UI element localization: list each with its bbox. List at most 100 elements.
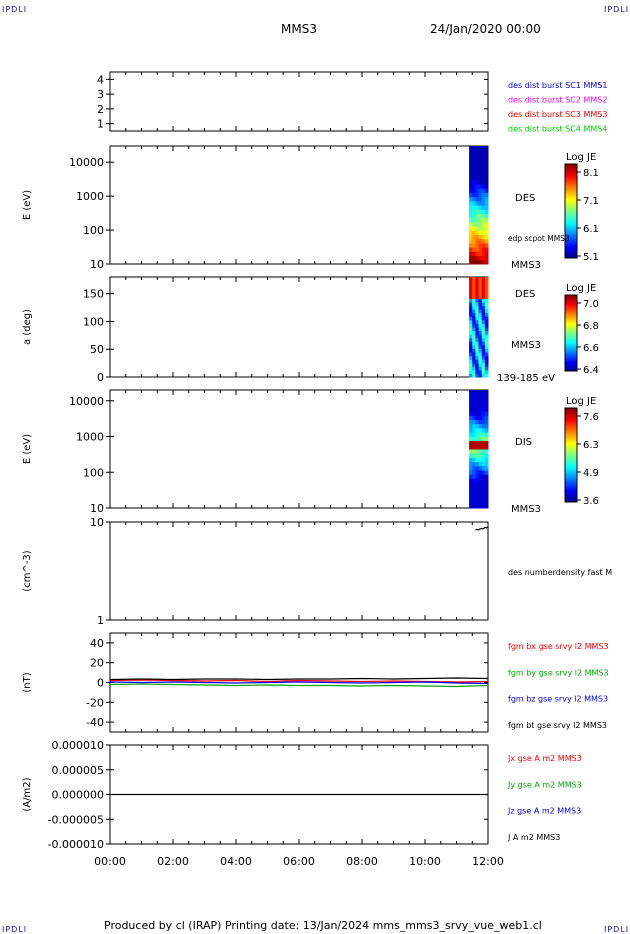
heatmap-cell (481, 415, 486, 420)
heatmap-cell (475, 461, 480, 467)
heatmap-cell (475, 411, 480, 416)
heatmap-cell (481, 242, 486, 248)
heatmap-cell (475, 305, 480, 310)
heatmap-cell (478, 427, 483, 433)
heatmap-cell (478, 344, 483, 349)
heatmap-cell (484, 341, 489, 346)
heatmap-cell (475, 478, 480, 484)
heatmap-cell (472, 167, 476, 172)
heatmap-cell (469, 436, 473, 442)
heatmap-cell (484, 366, 489, 371)
heatmap-cell (469, 341, 473, 346)
colorbar-tick-label: 7.0 (583, 299, 599, 310)
heatmap-cell (484, 242, 489, 248)
axis-frame (109, 521, 489, 621)
heatmap-cell (475, 323, 480, 328)
heatmap-cell (469, 238, 473, 244)
heatmap-cell (484, 294, 489, 299)
heatmap-cell (481, 150, 486, 155)
heatmap-cell (475, 503, 480, 509)
heatmap-cell (469, 359, 473, 364)
colorbar (564, 163, 578, 259)
heatmap-cell (484, 402, 489, 408)
colorbar-tick-label: 6.6 (583, 343, 599, 354)
heatmap-cell (472, 427, 476, 433)
heatmap-cell (484, 309, 489, 314)
heatmap-cell (472, 146, 476, 151)
heatmap-cell (478, 302, 483, 307)
plot-area: 1 2 3 4 des dist burst SC1 MMS1 des dist burs… (22, 71, 612, 868)
corner-mark-top-left: IPDLI (2, 5, 28, 14)
heatmap-cell (475, 280, 480, 285)
heatmap-cell (478, 355, 483, 360)
series-line (109, 683, 489, 688)
heatmap-cell (484, 359, 489, 364)
heatmap-cell (484, 406, 489, 412)
x-tick-label: 00:00 (94, 855, 126, 868)
y-tick-label: 50 (90, 343, 104, 356)
figure-title: MMS3 (281, 22, 317, 36)
heatmap-cell (484, 221, 489, 227)
heatmap-cell (469, 423, 473, 429)
heatmap-cell (472, 411, 476, 416)
heatmap-cell (475, 491, 480, 496)
heatmap-cell (481, 259, 486, 265)
series-line (109, 677, 489, 681)
heatmap-cell (484, 337, 489, 342)
heatmap-cell (475, 359, 480, 364)
panel-magnetic-field: -40 -20 0 20 40 (nT) fgm bx gse srvy l2 MMS3 fg… (22, 632, 609, 733)
y-tick-label: 10000 (69, 395, 104, 408)
heatmap-cell (478, 341, 483, 346)
y-tick-label: 100 (83, 466, 104, 479)
heatmap-cell (481, 200, 486, 206)
heatmap-cell (481, 251, 486, 257)
heatmap-cell (484, 217, 489, 223)
heatmap-cell (472, 344, 476, 349)
heatmap-cell (472, 362, 476, 367)
heatmap-cell (469, 390, 473, 395)
axis-frame (109, 276, 489, 378)
heatmap-cell (475, 309, 480, 314)
heatmap-cell (475, 162, 480, 168)
heatmap-cell (469, 453, 473, 458)
heatmap-cell (469, 188, 473, 193)
heatmap-cell (481, 359, 486, 364)
heatmap-cell (475, 238, 480, 244)
heatmap-cell (478, 162, 483, 168)
heatmap-cell (472, 247, 476, 252)
heatmap-cell (481, 427, 486, 433)
heatmap-cell (478, 230, 483, 235)
heatmap-cell (478, 188, 483, 193)
heatmap-cell (478, 423, 483, 429)
heatmap-cell (475, 319, 480, 324)
heatmap-cell (469, 440, 473, 446)
heatmap-cell (475, 334, 480, 339)
heatmap-cell (484, 175, 489, 181)
heatmap-cell (484, 436, 489, 442)
heatmap-cell (475, 344, 480, 349)
heatmap-cell (472, 209, 476, 214)
x-tick-label: 06:00 (283, 855, 315, 868)
heatmap-cell (472, 221, 476, 227)
heatmap-cell (478, 305, 483, 310)
heatmap-cell (478, 415, 483, 420)
heatmap-cell (478, 491, 483, 496)
heatmap-cell (472, 309, 476, 314)
heatmap-cell (481, 344, 486, 349)
heatmap-cell (475, 154, 480, 160)
heatmap-cell (481, 312, 486, 317)
heatmap-cell (475, 457, 480, 463)
heatmap-cell (481, 167, 486, 172)
series-line (109, 681, 489, 685)
colorbar-tick-label: 6.4 (583, 365, 599, 376)
heatmap-cell (481, 323, 486, 328)
panel-dis-energy-spectrogram: 10 100 1000 10000 E (eV) Log JE 7.6 6.3 4.9 3.6 DI… (22, 389, 599, 515)
heatmap-cell (481, 491, 486, 496)
heatmap-cell (478, 337, 483, 342)
heatmap-cell (475, 482, 480, 488)
y-tick-label: 10 (90, 258, 104, 271)
heatmap-cell (472, 330, 476, 335)
heatmap-cell (472, 390, 476, 395)
heatmap-cell (481, 255, 486, 261)
y-tick-label: 1 (97, 118, 104, 131)
